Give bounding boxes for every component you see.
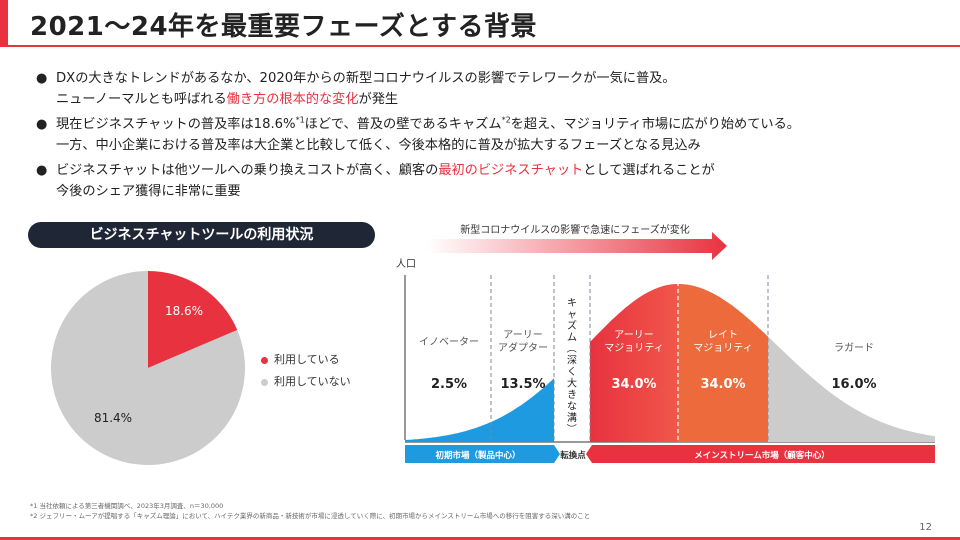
pie-label-not-used: 81.4% [94,411,132,425]
bottom-divider [0,537,960,540]
bullet-2-text: 現在ビジネスチャットの普及率は18.6% [56,117,296,132]
chasm-char: ズ [567,319,577,332]
bullet-3-highlight: 最初のビジネスチャット [438,163,584,178]
segment-early-majority-area [590,284,678,442]
bullet-dot-icon: ● [36,163,48,178]
bullet-1-text: ニューノーマルとも呼ばれる [56,92,227,107]
bullet-3-text-end: として選ばれることが [583,163,715,178]
segment-innovator-area [405,422,491,442]
chasm-char: ャ [567,310,577,321]
legend-swatch-red [261,356,268,364]
bullet-list: ● DXの大きなトレンドがあるなか、2020年からの新型コロナウイルスの影響でテ… [36,68,936,206]
chasm-char: 深 [567,355,577,367]
page-number: 12 [919,522,932,533]
chasm-char: 大 [567,377,577,390]
label-early-adopter-2: アダプター [498,341,548,354]
market-label-early: 初期市場（製品中心） [435,450,520,461]
legend-label-used: 利用している [274,353,340,366]
pie-legend: 利用している 利用していない [261,349,351,393]
label-late-majority-1: レイト [708,330,738,341]
title-accent-bar [0,0,8,46]
chasm-char: き [567,389,577,401]
bullet-2-line-2: 一方、中小企業における普及率は大企業と比較して低く、今後本格的に普及が拡大するフ… [56,138,701,153]
pie-slice-used [148,271,238,368]
segment-laggard-area [768,336,935,442]
pie-chart-title: ビジネスチャットツールの利用状況 [28,222,375,248]
bullet-dot-icon: ● [36,71,48,86]
chasm-char: な [567,401,577,413]
footnotes: *1 当社依頼による第三者機関調べ、2023年3月調査、n＝30,000 *2 … [30,501,590,521]
chasm-char: 溝 [567,411,577,424]
market-label-mainstream: メインストリーム市場（顧客中心） [694,450,830,461]
footnote-ref-1: *1 [295,115,305,125]
bullet-dot-icon: ● [36,117,48,132]
pie-slice-not-used [50,271,246,465]
bullet-3-line-2: 今後のシェア獲得に非常に重要 [56,184,241,199]
legend-label-not-used: 利用していない [274,375,351,388]
value-early-majority: 34.0% [611,377,656,392]
footnote-2: *2 ジェフリー・ムーアが提唱する「キャズム理論」において、ハイテク業界の新商品… [30,512,591,520]
chasm-char: キ [567,298,577,309]
label-late-majority-2: マジョリティ [693,343,752,354]
bullet-3-text: ビジネスチャットは他ツールへの乗り換えコストが高く、顧客の [56,163,439,178]
bullet-item-2: ● 現在ビジネスチャットの普及率は18.6%*1ほどで、普及の壁であるキャズム*… [36,114,936,156]
label-early-adopter-1: アーリー [503,330,542,341]
phase-change-arrow [427,232,727,260]
chasm-char: ） [565,424,577,434]
title-divider [0,45,960,47]
legend-item-not-used: 利用していない [261,371,351,393]
pie-chart: 18.6% 81.4% [50,271,246,465]
segment-early-adopter-area [491,378,554,442]
footnote-ref-2: *2 [501,115,511,125]
label-innovator: イノベーター [419,336,479,348]
market-band-mainstream [586,445,935,463]
chasm-char: （ [565,343,577,353]
bullet-item-1: ● DXの大きなトレンドがあるなか、2020年からの新型コロナウイルスの影響でテ… [36,68,936,110]
bullet-1-text-end: が発生 [358,92,399,107]
bullet-2-line-1: 現在ビジネスチャットの普及率は18.6%*1ほどで、普及の壁であるキャズム*2を… [56,114,936,135]
y-axis-label: 人口 [396,258,416,270]
chasm-char: ム [567,332,577,344]
label-early-majority-2: マジョリティ [604,343,663,354]
legend-item-used: 利用している [261,349,351,371]
value-innovator: 2.5% [431,377,467,392]
value-early-adopter: 13.5% [500,377,545,392]
market-band-early [405,445,560,463]
bullet-2-text-end: を超え、マジョリティ市場に広がり始めている。 [510,117,800,132]
legend-swatch-gray [261,378,268,386]
bullet-2-text-mid: ほどで、普及の壁であるキャズム [304,117,502,132]
label-early-majority-1: アーリー [614,330,653,341]
footnote-1: *1 当社依頼による第三者機関調べ、2023年3月調査、n＝30,000 [30,502,224,510]
bullet-1-line-2: ニューノーマルとも呼ばれる働き方の根本的な変化が発生 [56,89,936,110]
bullet-item-3: ● ビジネスチャットは他ツールへの乗り換えコストが高く、顧客の最初のビジネスチャ… [36,160,936,202]
bullet-1-line-1: DXの大きなトレンドがあるなか、2020年からの新型コロナウイルスの影響でテレワ… [56,71,676,86]
value-laggard: 16.0% [831,377,876,392]
value-late-majority: 34.0% [700,377,745,392]
page-title: 2021〜24年を最重要フェーズとする背景 [30,12,537,42]
pie-label-used: 18.6% [165,304,203,318]
chasm-char: く [567,367,577,378]
label-laggard: ラガード [834,342,874,354]
bullet-1-highlight: 働き方の根本的な変化 [226,92,359,107]
market-label-pivot: 転換点 [560,450,586,461]
arrow-caption: 新型コロナウイルスの影響で急速にフェーズが変化 [460,223,690,236]
bullet-3-line-1: ビジネスチャットは他ツールへの乗り換えコストが高く、顧客の最初のビジネスチャット… [56,160,936,181]
segment-late-majority-area [678,284,768,442]
